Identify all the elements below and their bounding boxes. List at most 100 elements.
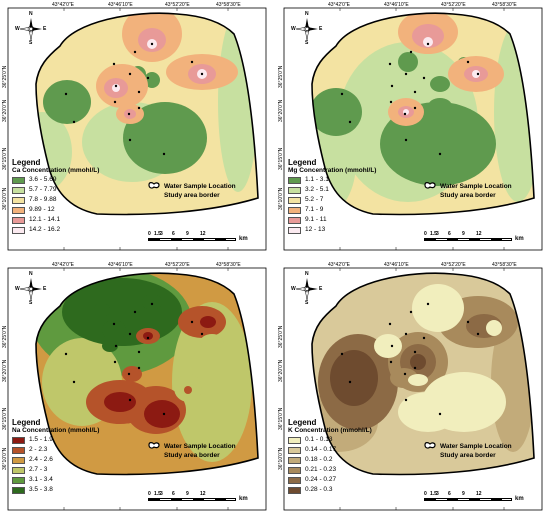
map-key: •Water Sample Location Study area border (148, 442, 268, 460)
legend-item: 7.1 - 9 (288, 205, 416, 215)
concentration-zone (144, 400, 180, 428)
north-arrow-icon: N S W E (15, 11, 47, 46)
scale-tick-label: 12 (476, 491, 482, 497)
water-sample-point (404, 138, 408, 142)
y-tick-label: 36°20'0"N (2, 99, 8, 122)
scale-bar-graphic (148, 238, 236, 241)
study-area-border (35, 272, 259, 476)
legend: Legend Na Concentration (mmohl/L) 1.5 - … (12, 418, 140, 495)
study-border-label: Study area border (440, 192, 496, 199)
concentration-zone (312, 88, 362, 136)
water-sample-point (112, 62, 116, 66)
compass-n-label: N (29, 271, 33, 277)
water-sample-point (137, 106, 141, 110)
legend-item: 2.4 - 2.6 (12, 455, 140, 465)
concentration-zone (112, 84, 120, 92)
legend-label: 2.7 - 3 (29, 466, 48, 473)
scale-tick-label: 6 (448, 231, 451, 237)
water-sample-point (114, 84, 118, 88)
water-sample-point (128, 332, 132, 336)
map-panel-2: 43°42'0"E 43°46'10"E 43°52'20"E 43°58'30… (278, 2, 548, 256)
compass-n-label: N (305, 11, 309, 17)
scale-tick-label: 3 (160, 491, 163, 497)
compass-e-label: E (43, 26, 47, 32)
legend-label: 1.1 - 3.1 (305, 176, 329, 183)
legend-label: 2.4 - 2.6 (29, 456, 53, 463)
scale-tick-label: 9 (462, 231, 465, 237)
legend-swatch (288, 436, 301, 444)
concentration-zone (430, 76, 450, 92)
water-sample-point (438, 152, 442, 156)
water-sample-point (72, 120, 76, 124)
scale-tick-label: 3 (436, 491, 439, 497)
legend-swatch (12, 446, 25, 454)
water-sample-point (146, 76, 150, 80)
x-tick-label: 43°58'30"E (492, 2, 517, 8)
water-sample-point (390, 84, 394, 88)
legend-label: 5.2 - 7 (305, 196, 324, 203)
water-sample-point (64, 92, 68, 96)
scale-tick-label: 0 (148, 491, 151, 497)
legend-item: 2.7 - 3 (12, 465, 140, 475)
legend-item: 3.1 - 3.4 (12, 475, 140, 485)
y-tick-label: 36°25'0"N (278, 65, 284, 88)
water-sample-point (133, 50, 137, 54)
legend-swatch (12, 486, 25, 494)
x-tick-label: 43°42'0"E (328, 262, 350, 268)
concentration-zone (408, 374, 428, 386)
legend-subtitle: K Concentration (mmohl/L) (288, 427, 372, 434)
legend-label: 0.14 - 0.17 (305, 446, 337, 453)
scale-tick-label: 9 (186, 491, 189, 497)
concentration-surface (312, 13, 534, 215)
study-border-label: Study area border (164, 192, 220, 199)
compass-e-label: E (43, 286, 47, 292)
legend-label: 0.18 - 0.2 (305, 456, 333, 463)
water-sample-point (404, 398, 408, 402)
x-tick-label: 43°46'10"E (108, 262, 133, 268)
concentration-zone (184, 386, 192, 394)
concentration-zone (398, 392, 458, 432)
water-sample-point (114, 344, 118, 348)
scale-bar: 0 1.5 3 6 9 12 km (424, 231, 544, 247)
concentration-zone (472, 70, 480, 78)
legend-title: Legend (12, 418, 41, 427)
legend-swatch (288, 446, 301, 454)
water-sample-point (127, 112, 131, 116)
y-tick-label: 36°15'0"N (2, 407, 8, 430)
sample-location-label: Water Sample Location (440, 443, 512, 450)
map-key: •Water Sample Location Study area border (148, 182, 268, 200)
water-sample-point (403, 112, 407, 116)
water-sample-point (162, 412, 166, 416)
legend-swatch (288, 186, 301, 194)
water-sample-point (390, 344, 394, 348)
sample-location-label: Water Sample Location (164, 443, 236, 450)
legend-item: 3.2 - 5.1 (288, 185, 416, 195)
compass-s-label: S (305, 40, 309, 46)
concentration-surface (36, 273, 258, 475)
map-panel-1: 43°42'0"E 43°46'10"E 43°52'20"E 43°58'30… (2, 2, 272, 256)
legend-label: 0.21 - 0.23 (305, 466, 337, 473)
legend-subtitle: Na Concentration (mmohl/L) (12, 427, 100, 434)
water-sample-point (127, 372, 131, 376)
legend-swatch (288, 216, 301, 224)
water-sample-point (403, 372, 407, 376)
compass-w-label: W (291, 26, 296, 32)
north-arrow-icon: N S W E (291, 271, 322, 306)
north-arrow-icon: N S W E (15, 271, 47, 306)
compass-w-label: W (291, 286, 296, 292)
concentration-zone (144, 72, 160, 88)
legend-swatch (288, 466, 301, 474)
y-tick-label: 36°25'0"N (2, 65, 8, 88)
scale-tick-label: 6 (172, 231, 175, 237)
scale-tick-label: 1.5 (430, 491, 437, 497)
water-sample-point (409, 310, 413, 314)
legend-swatch (288, 476, 301, 484)
legend-item: 9.1 - 11 (288, 215, 416, 225)
y-tick-label: 36°20'0"N (278, 99, 284, 122)
legend-title: Legend (288, 418, 317, 427)
water-sample-point (340, 352, 344, 356)
water-sample-point (340, 92, 344, 96)
water-sample-point (190, 60, 194, 64)
water-sample-point (348, 380, 352, 384)
scale-bar: 0 1.5 3 6 9 12 km (148, 231, 268, 247)
